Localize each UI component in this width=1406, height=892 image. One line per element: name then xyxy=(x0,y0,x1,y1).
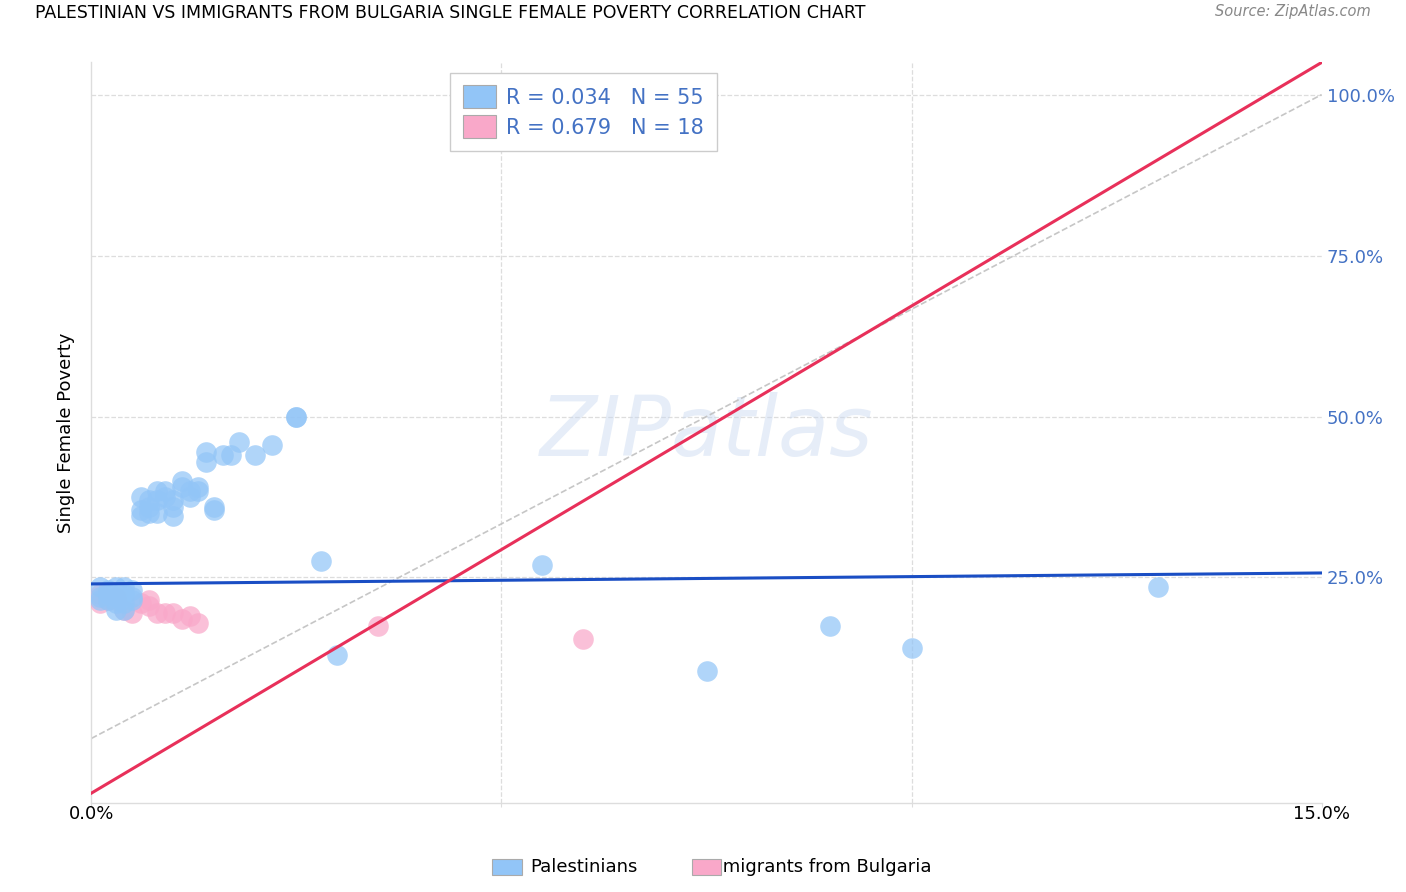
Text: ZIPatlas: ZIPatlas xyxy=(540,392,873,473)
Point xyxy=(105,590,127,604)
Point xyxy=(89,593,111,607)
Point xyxy=(97,583,120,598)
Point xyxy=(179,490,201,504)
Point xyxy=(146,493,169,508)
Point xyxy=(1146,580,1168,594)
Point xyxy=(105,580,127,594)
Point xyxy=(146,506,169,520)
Point xyxy=(153,490,177,504)
Point xyxy=(211,448,233,462)
Point xyxy=(138,506,160,520)
Point xyxy=(818,619,841,633)
Y-axis label: Single Female Poverty: Single Female Poverty xyxy=(58,333,76,533)
Point xyxy=(228,435,250,450)
Point xyxy=(367,619,389,633)
Point xyxy=(129,503,152,517)
Point xyxy=(146,483,169,498)
Point xyxy=(900,641,922,656)
Text: Source: ZipAtlas.com: Source: ZipAtlas.com xyxy=(1215,4,1371,20)
Point xyxy=(153,606,177,620)
Point xyxy=(89,590,111,604)
Text: Palestinians: Palestinians xyxy=(530,858,637,876)
Point xyxy=(260,438,283,452)
Point xyxy=(245,448,267,462)
Point xyxy=(170,480,193,494)
Point xyxy=(121,583,143,598)
Point xyxy=(309,554,332,568)
Point xyxy=(572,632,595,646)
Text: PALESTINIAN VS IMMIGRANTS FROM BULGARIA SINGLE FEMALE POVERTY CORRELATION CHART: PALESTINIAN VS IMMIGRANTS FROM BULGARIA … xyxy=(35,4,866,22)
Point xyxy=(138,599,160,614)
Point xyxy=(170,474,193,488)
Point xyxy=(179,483,201,498)
Point xyxy=(162,606,184,620)
Point xyxy=(162,500,184,514)
Point xyxy=(89,596,111,610)
Point xyxy=(105,590,127,604)
Point xyxy=(187,480,209,494)
Point xyxy=(121,593,143,607)
Point xyxy=(112,602,135,616)
Point xyxy=(146,606,169,620)
Point xyxy=(695,664,717,678)
Point xyxy=(121,606,143,620)
Point xyxy=(112,586,135,600)
Point xyxy=(89,580,111,594)
Point xyxy=(219,448,242,462)
Point xyxy=(170,612,193,626)
Point xyxy=(138,593,160,607)
Point xyxy=(195,454,218,468)
Point xyxy=(112,596,135,610)
Text: 15.0%: 15.0% xyxy=(1294,805,1350,822)
Point xyxy=(162,493,184,508)
Legend: R = 0.034   N = 55, R = 0.679   N = 18: R = 0.034 N = 55, R = 0.679 N = 18 xyxy=(450,73,717,151)
Point xyxy=(202,500,225,514)
Point xyxy=(129,509,152,524)
Point xyxy=(97,593,120,607)
Point xyxy=(105,593,127,607)
Point xyxy=(112,580,135,594)
Point xyxy=(97,593,120,607)
Point xyxy=(153,483,177,498)
Point xyxy=(531,558,554,572)
Point xyxy=(112,602,135,616)
Point xyxy=(129,596,152,610)
Point xyxy=(89,586,111,600)
Point xyxy=(138,493,160,508)
Point xyxy=(187,483,209,498)
Point xyxy=(202,503,225,517)
Point xyxy=(138,500,160,514)
Text: 0.0%: 0.0% xyxy=(69,805,114,822)
Point xyxy=(105,602,127,616)
Point xyxy=(195,445,218,459)
Point xyxy=(285,409,308,424)
Point xyxy=(97,586,120,600)
Point xyxy=(162,509,184,524)
Point xyxy=(129,490,152,504)
Point xyxy=(105,596,127,610)
Point xyxy=(121,590,143,604)
Point xyxy=(285,409,308,424)
Point xyxy=(187,615,209,630)
Point xyxy=(326,648,349,662)
Point xyxy=(179,609,201,624)
Text: Immigrants from Bulgaria: Immigrants from Bulgaria xyxy=(700,858,931,876)
